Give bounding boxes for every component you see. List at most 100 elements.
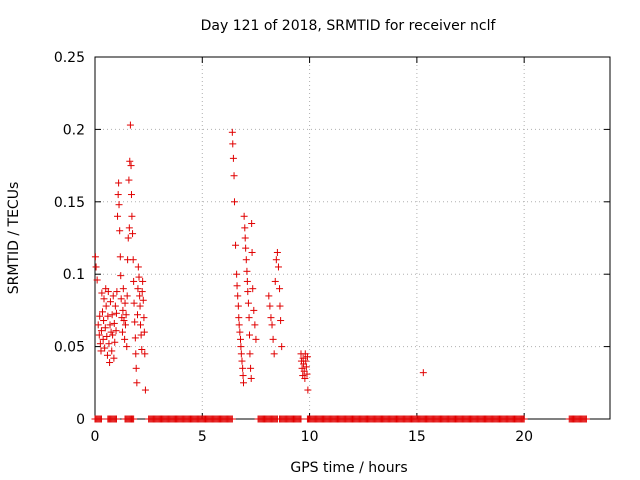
data-point [249, 285, 257, 293]
data-point [247, 374, 255, 382]
data-point [248, 248, 256, 256]
data-point [104, 288, 112, 296]
data-point [246, 331, 253, 339]
data-point [276, 302, 284, 310]
data-point [235, 321, 243, 329]
data-point [115, 179, 123, 187]
data-point [302, 363, 310, 371]
data-point [230, 198, 238, 206]
data-point [123, 292, 131, 300]
data-point [238, 357, 246, 365]
data-point [100, 317, 108, 325]
data-point [239, 364, 247, 372]
data-point [115, 201, 123, 209]
data-point [302, 357, 310, 365]
data-point [129, 256, 137, 264]
data-point [234, 302, 242, 310]
data-point [127, 191, 135, 199]
data-point [119, 306, 127, 314]
data-point [269, 335, 277, 343]
x-axis-label: GPS time / hours [290, 460, 407, 476]
data-point [117, 295, 125, 303]
data-point [125, 224, 133, 232]
data-point [278, 343, 286, 351]
data-point [242, 244, 250, 252]
data-point [297, 415, 305, 423]
data-point [126, 121, 134, 129]
data-point [242, 256, 250, 264]
x-tick-label: 10 [301, 429, 319, 445]
data-point [133, 311, 141, 319]
data-point [134, 263, 142, 271]
data-point [130, 415, 138, 423]
data-point [106, 298, 114, 306]
data-point [96, 312, 104, 320]
data-point [137, 331, 145, 339]
data-point [98, 289, 106, 297]
data-point [112, 327, 120, 335]
chart-title: Day 121 of 2018, SRMTID for receiver ncl… [201, 18, 497, 34]
data-point [114, 191, 122, 199]
data-point [108, 347, 116, 355]
data-point [303, 370, 311, 378]
y-tick-label: 0.15 [54, 195, 85, 211]
data-point [230, 172, 238, 180]
data-point [126, 157, 134, 165]
data-point [108, 311, 116, 319]
data-point [141, 386, 149, 394]
data-point [122, 311, 130, 319]
grid-lines [95, 57, 610, 419]
data-point [101, 324, 109, 332]
data-point [112, 309, 120, 317]
x-tick-label: 0 [91, 429, 100, 445]
data-point [250, 306, 258, 314]
data-point [103, 332, 111, 340]
data-point [106, 321, 114, 329]
data-point [97, 327, 105, 335]
data-point [93, 276, 101, 284]
data-point [97, 347, 105, 355]
data-point [247, 364, 255, 372]
data-point [105, 340, 113, 348]
data-point [228, 128, 236, 136]
data-point [266, 302, 274, 310]
data-point [232, 241, 240, 249]
data-point [118, 328, 126, 336]
data-point [102, 302, 110, 310]
data-point [277, 317, 285, 325]
x-tick-label: 20 [515, 429, 533, 445]
data-point [121, 321, 129, 329]
data-point [103, 351, 111, 359]
plot-border [94, 56, 611, 420]
data-point [104, 312, 112, 320]
data-point [113, 288, 121, 296]
data-point [136, 321, 144, 329]
data-point [140, 314, 148, 322]
data-point [110, 319, 118, 327]
data-point [276, 285, 284, 293]
data-point [99, 308, 107, 316]
data-point [125, 176, 133, 184]
data-point [106, 359, 114, 367]
data-point [274, 263, 282, 271]
data-point [240, 212, 248, 220]
data-point [236, 328, 244, 336]
data-point [252, 335, 260, 343]
data-point [272, 256, 280, 264]
data-point [270, 350, 278, 358]
data-point [303, 353, 311, 361]
data-point [244, 288, 252, 296]
data-point [124, 234, 132, 242]
data-point [228, 415, 236, 423]
data-point [130, 299, 138, 307]
data-points [91, 121, 590, 423]
data-point [136, 292, 144, 300]
data-point [111, 302, 119, 310]
data-point [139, 296, 147, 304]
data-point [235, 314, 243, 322]
data-point [520, 415, 528, 423]
data-point [229, 140, 237, 148]
y-tick-label: 0 [76, 412, 85, 428]
y-tick-label: 0.05 [54, 340, 85, 356]
